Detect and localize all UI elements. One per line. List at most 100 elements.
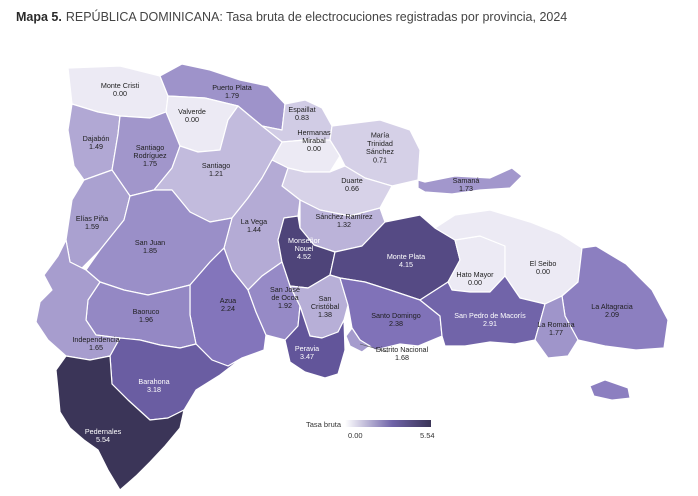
- province-samana: [417, 167, 523, 195]
- province-value-la-vega: 1.44: [247, 225, 261, 234]
- province-label-santo-domingo: Santo Domingo 2.38: [371, 311, 421, 328]
- province-value-hato-mayor: 0.00: [468, 278, 482, 287]
- province-value-hermanas-mirabal: 0.00: [307, 144, 321, 153]
- province-label-santiago-rodriguez: Santiago Rodríguez 1.75: [133, 143, 167, 168]
- province-value-duarte: 0.66: [345, 184, 359, 193]
- province-label-hermanas-mirabal: Hermanas Mirabal 0.00: [297, 128, 331, 153]
- province-value-santo-domingo: 2.38: [389, 319, 403, 328]
- province-name-elias-pina: Elías Piña: [76, 214, 108, 223]
- province-label-baoruco: Baoruco 1.96: [133, 307, 160, 324]
- province-name-santiago-rodriguez: Rodríguez: [133, 151, 167, 160]
- province-value-puerto-plata: 1.79: [225, 91, 239, 100]
- province-label-santiago: Santiago 1.21: [202, 161, 230, 178]
- province-name-la-altagracia: La Altagracia: [591, 302, 633, 311]
- province-value-santiago: 1.21: [209, 169, 223, 178]
- province-value-monsenor-nouel: 4.52: [297, 252, 311, 261]
- province-label-valverde: Valverde 0.00: [178, 107, 206, 124]
- province-label-monte-plata: Monte Plata 4.15: [387, 252, 425, 269]
- province-name-santo-domingo: Santo Domingo: [371, 311, 421, 320]
- province-label-puerto-plata: Puerto Plata 1.79: [212, 83, 252, 100]
- map-title-text: REPÚBLICA DOMINICANA: Tasa bruta de elec…: [65, 10, 568, 24]
- province-name-duarte: Duarte: [341, 176, 363, 185]
- province-label-barahona: Barahona 3.18: [138, 377, 169, 394]
- province-value-peravia: 3.47: [300, 352, 314, 361]
- province-name-azua: Azua: [220, 296, 236, 305]
- province-name-san-cristobal: Cristóbal: [311, 302, 340, 311]
- province-label-espaillat: Espaillat 0.83: [288, 105, 315, 122]
- province-value-el-seibo: 0.00: [536, 267, 550, 276]
- province-label-san-juan: San Juan 1.85: [135, 238, 165, 255]
- province-value-la-altagracia: 2.09: [605, 310, 619, 319]
- province-name-monte-cristi: Monte Cristi: [101, 81, 140, 90]
- province-value-san-jose-de-ocoa: 1.92: [278, 301, 292, 310]
- province-name-maria-trinidad-sanchez: Trinidad: [367, 139, 393, 148]
- province-value-sanchez-ramirez: 1.32: [337, 220, 351, 229]
- province-la-romana: [534, 295, 579, 359]
- province-name-monsenor-nouel: Monseñor: [288, 236, 321, 245]
- province-label-duarte: Duarte 0.66: [341, 176, 363, 193]
- province-elias-pina: [65, 169, 131, 269]
- province-value-dajabon: 1.49: [89, 142, 103, 151]
- province-name-san-jose-de-ocoa: de Ocoa: [271, 293, 298, 302]
- province-label-pedernales: Pedernales 5.54: [85, 427, 122, 444]
- province-name-maria-trinidad-sanchez: María: [371, 131, 389, 140]
- province-label-hato-mayor: Hato Mayor 0.00: [456, 270, 494, 287]
- province-value-elias-pina: 1.59: [85, 222, 99, 231]
- province-label-distrito-nacional: Distrito Nacional 1.68: [376, 345, 429, 362]
- province-name-san-cristobal: San: [319, 294, 332, 303]
- map-title-prefix: Mapa 5.: [16, 10, 62, 24]
- province-label-san-cristobal: San Cristóbal 1.38: [311, 294, 340, 319]
- province-label-la-vega: La Vega 1.44: [241, 217, 267, 234]
- province-name-baoruco: Baoruco: [133, 307, 160, 316]
- distrito-nacional-leader-line: [359, 343, 389, 353]
- province-name-san-pedro-de-macoris: San Pedro de Macorís: [454, 311, 526, 320]
- province-name-valverde: Valverde: [178, 107, 206, 116]
- map-title: Mapa 5. REPÚBLICA DOMINICANA: Tasa bruta …: [16, 10, 567, 24]
- province-label-san-pedro-de-macoris: San Pedro de Macorís 2.91: [454, 311, 526, 328]
- province-label-el-seibo: El Seibo 0.00: [530, 259, 557, 276]
- province-label-san-jose-de-ocoa: San José de Ocoa 1.92: [270, 285, 300, 310]
- province-label-la-romana: La Romana 1.77: [537, 320, 574, 337]
- legend-title: Tasa bruta: [306, 420, 342, 429]
- province-value-valverde: 0.00: [185, 115, 199, 124]
- province-value-independencia: 1.65: [89, 343, 103, 352]
- province-name-dajabon: Dajabón: [83, 134, 110, 143]
- province-label-monsenor-nouel: Monseñor Nouel 4.52: [288, 236, 321, 261]
- province-san-pedro-de-macoris: [419, 275, 546, 347]
- province-name-santiago-rodriguez: Santiago: [136, 143, 164, 152]
- province-name-la-romana: La Romana: [537, 320, 574, 329]
- province-name-san-juan: San Juan: [135, 238, 165, 247]
- province-label-la-altagracia: La Altagracia 2.09: [591, 302, 633, 319]
- province-value-san-cristobal: 1.38: [318, 310, 332, 319]
- province-label-monte-cristi: Monte Cristi 0.00: [101, 81, 140, 98]
- province-name-sanchez-ramirez: Sánchez Ramírez: [315, 212, 373, 221]
- province-name-samana: Samaná: [453, 176, 480, 185]
- province-la-altagracia-island: [589, 379, 631, 401]
- province-peravia: [284, 305, 346, 379]
- province-distrito-nacional: [345, 327, 371, 353]
- province-name-hermanas-mirabal: Mirabal: [302, 136, 326, 145]
- province-label-sanchez-ramirez: Sánchez Ramírez 1.32: [315, 212, 373, 229]
- province-value-distrito-nacional: 1.68: [395, 353, 409, 362]
- province-pedernales: [55, 355, 185, 491]
- province-name-santiago: Santiago: [202, 161, 230, 170]
- province-name-san-jose-de-ocoa: San José: [270, 285, 300, 294]
- legend-max-label: 5.54: [420, 431, 435, 440]
- province-value-la-romana: 1.77: [549, 328, 563, 337]
- province-label-samana: Samaná 1.73: [453, 176, 480, 193]
- province-value-monte-cristi: 0.00: [113, 89, 127, 98]
- province-name-monsenor-nouel: Nouel: [295, 244, 314, 253]
- province-value-san-pedro-de-macoris: 2.91: [483, 319, 497, 328]
- province-label-peravia: Peravia 3.47: [295, 344, 319, 361]
- province-shapes: [35, 63, 669, 491]
- province-name-hato-mayor: Hato Mayor: [456, 270, 494, 279]
- province-value-monte-plata: 4.15: [399, 260, 413, 269]
- province-value-baoruco: 1.96: [139, 315, 153, 324]
- province-name-espaillat: Espaillat: [288, 105, 315, 114]
- province-label-elias-pina: Elías Piña 1.59: [76, 214, 108, 231]
- legend-gradient-bar: [345, 420, 431, 427]
- province-name-distrito-nacional: Distrito Nacional: [376, 345, 429, 354]
- province-name-el-seibo: El Seibo: [530, 259, 557, 268]
